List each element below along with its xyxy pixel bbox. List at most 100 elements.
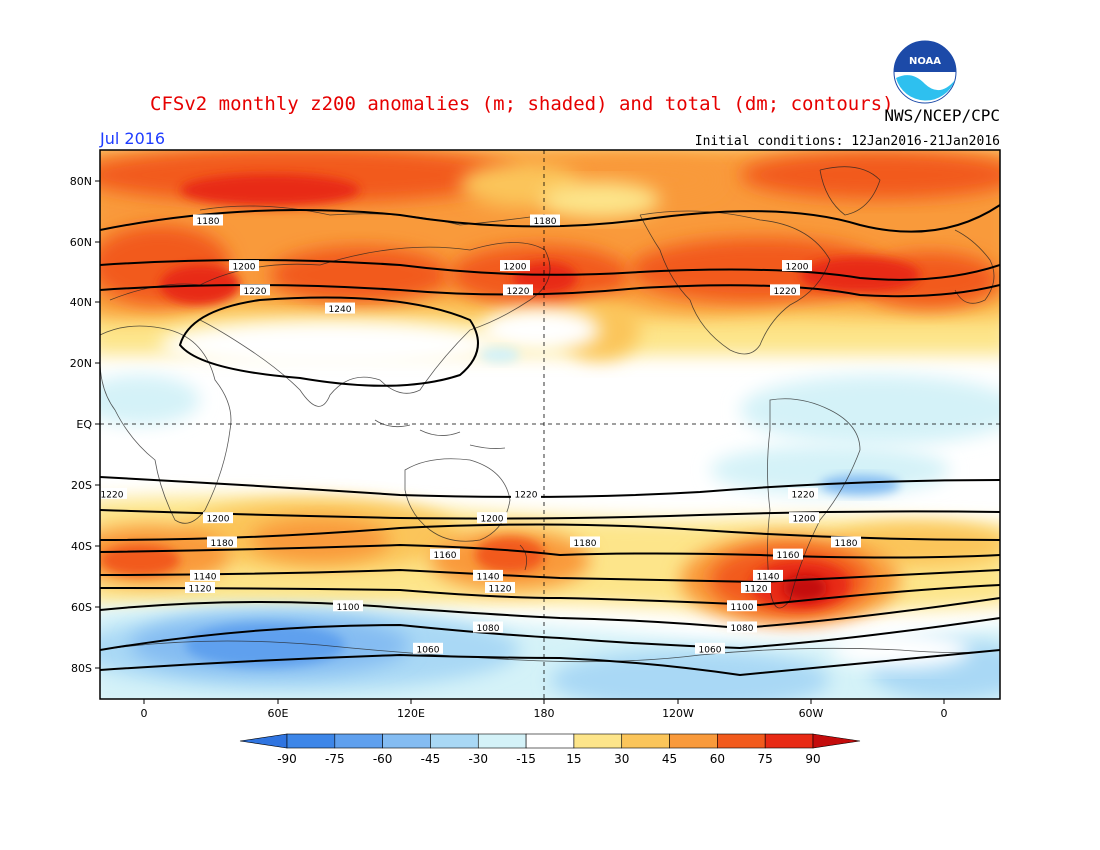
colorbar-label: -75 — [325, 752, 345, 766]
colorbar-swatch — [382, 733, 431, 749]
figure-title: CFSv2 monthly z200 anomalies (m; shaded)… — [150, 93, 894, 115]
agency-label: NWS/NCEP/CPC — [884, 106, 1000, 125]
contour-label: 1140 — [477, 572, 500, 582]
contour-label: 1200 — [793, 515, 816, 525]
lat-label-eq: EQ — [76, 418, 92, 431]
contour-label: 1200 — [233, 263, 256, 273]
lat-label-40n: 40N — [70, 296, 92, 309]
contour-label-box — [782, 260, 812, 272]
colorbar-label: -60 — [373, 752, 393, 766]
lon-label-180: 180 — [534, 707, 555, 720]
colorbar-label: 30 — [614, 752, 629, 766]
contour-label-box — [831, 536, 861, 548]
contour-label: 1140 — [194, 572, 217, 582]
contour-label-box — [741, 582, 771, 594]
contour-label-box — [203, 512, 233, 524]
contour-label: 1140 — [757, 572, 780, 582]
contour-label-box — [727, 621, 757, 633]
contour-label: 1180 — [835, 539, 858, 549]
latitude-labels: 80N 60N 40N 20N EQ 20S 40S 60S 80S — [70, 175, 93, 675]
contour-label: 1220 — [507, 287, 530, 297]
colorbar: -90 -75 -60 -45 -30 -15 15 30 45 60 75 90 — [239, 733, 861, 766]
lon-label-0-east: 0 — [941, 707, 948, 720]
contour-label-box — [430, 548, 460, 560]
noaa-logo-text: NOAA — [909, 56, 941, 67]
lat-label-80s: 80S — [71, 662, 92, 675]
contour-line — [100, 204, 1000, 233]
contour-label-box — [473, 569, 503, 581]
contour-label-box — [190, 569, 220, 581]
contour-label-box — [727, 600, 757, 612]
contour-line — [178, 296, 479, 387]
contour-label: 1100 — [337, 603, 360, 613]
contour-label: 1120 — [745, 585, 768, 595]
contour-label: 1220 — [244, 287, 267, 297]
map-gridlines — [100, 150, 1000, 699]
contour-label-box — [511, 487, 541, 499]
contour-label-box — [193, 214, 223, 226]
contour-label-box — [100, 487, 127, 499]
contour-label: 1120 — [489, 585, 512, 595]
contour-label: 1220 — [101, 490, 124, 500]
contour-label: 1240 — [329, 305, 352, 315]
contour-line — [100, 509, 1000, 520]
colorbar-label: -45 — [421, 752, 441, 766]
contour-label: 1080 — [477, 624, 500, 634]
colorbar-swatch — [334, 733, 383, 749]
colorbar-label: 75 — [758, 752, 773, 766]
contour-label-box — [473, 621, 503, 633]
lat-label-80n: 80N — [70, 175, 92, 188]
contour-label: 1200 — [207, 515, 230, 525]
contour-line — [100, 568, 1000, 584]
colorbar-swatch — [621, 733, 670, 749]
colorbar-label: 15 — [566, 752, 581, 766]
contour-label: 1180 — [574, 539, 597, 549]
colorbar-label: -15 — [516, 752, 536, 766]
colorbar-swatch — [477, 733, 527, 749]
colorbar-swatch — [573, 733, 623, 749]
colorbar-swatch — [430, 733, 479, 749]
colorbar-label: 45 — [662, 752, 677, 766]
contour-label: 1060 — [417, 645, 440, 655]
colorbar-swatch — [669, 733, 718, 749]
contour-label-box — [503, 284, 533, 296]
lon-label-0: 0 — [141, 707, 148, 720]
contour-label: 1220 — [515, 490, 538, 500]
colorbar-swatch — [717, 733, 766, 749]
lon-label-120w: 120W — [662, 707, 694, 720]
lat-label-60s: 60S — [71, 601, 92, 614]
contour-line — [100, 259, 1000, 281]
colorbar-high-arrow — [812, 733, 861, 749]
lat-label-40s: 40S — [71, 540, 92, 553]
colorbar-label: -30 — [468, 752, 488, 766]
anomaly-map: 1180 1200 1220 1240 1220 1200 1180 1160 1140 1120… — [100, 150, 1000, 699]
contour-label-box — [333, 600, 363, 612]
colorbar-swatch — [286, 733, 336, 749]
contour-label: 1080 — [731, 624, 754, 634]
noaa-logo: NOAA — [893, 40, 957, 104]
contour-line — [100, 597, 1000, 630]
colorbar-swatch — [764, 733, 814, 749]
contour-label-box — [570, 536, 600, 548]
contour-label-box — [695, 642, 725, 654]
contour-label-box — [500, 260, 530, 272]
contour-labels: 1180 1200 1220 1240 1220 1200 1180 1160 1140 1120… — [100, 214, 861, 655]
height-contours — [100, 204, 1000, 677]
contour-label-box — [325, 302, 355, 314]
colorbar-label: 60 — [710, 752, 725, 766]
contour-label-box — [207, 536, 237, 548]
contour-label-box — [413, 642, 443, 654]
contour-label-box — [229, 260, 259, 272]
contour-label: 1120 — [189, 585, 212, 595]
contour-line — [100, 584, 1000, 607]
contour-label: 1200 — [481, 515, 504, 525]
forecast-month: Jul 2016 — [99, 129, 165, 148]
contour-label: 1060 — [699, 645, 722, 655]
contour-line — [100, 476, 1000, 498]
contour-line — [100, 284, 1000, 298]
contour-line — [100, 649, 1000, 677]
contour-label-box — [773, 548, 803, 560]
lon-label-120e: 120E — [397, 707, 425, 720]
contour-label: 1180 — [211, 539, 234, 549]
